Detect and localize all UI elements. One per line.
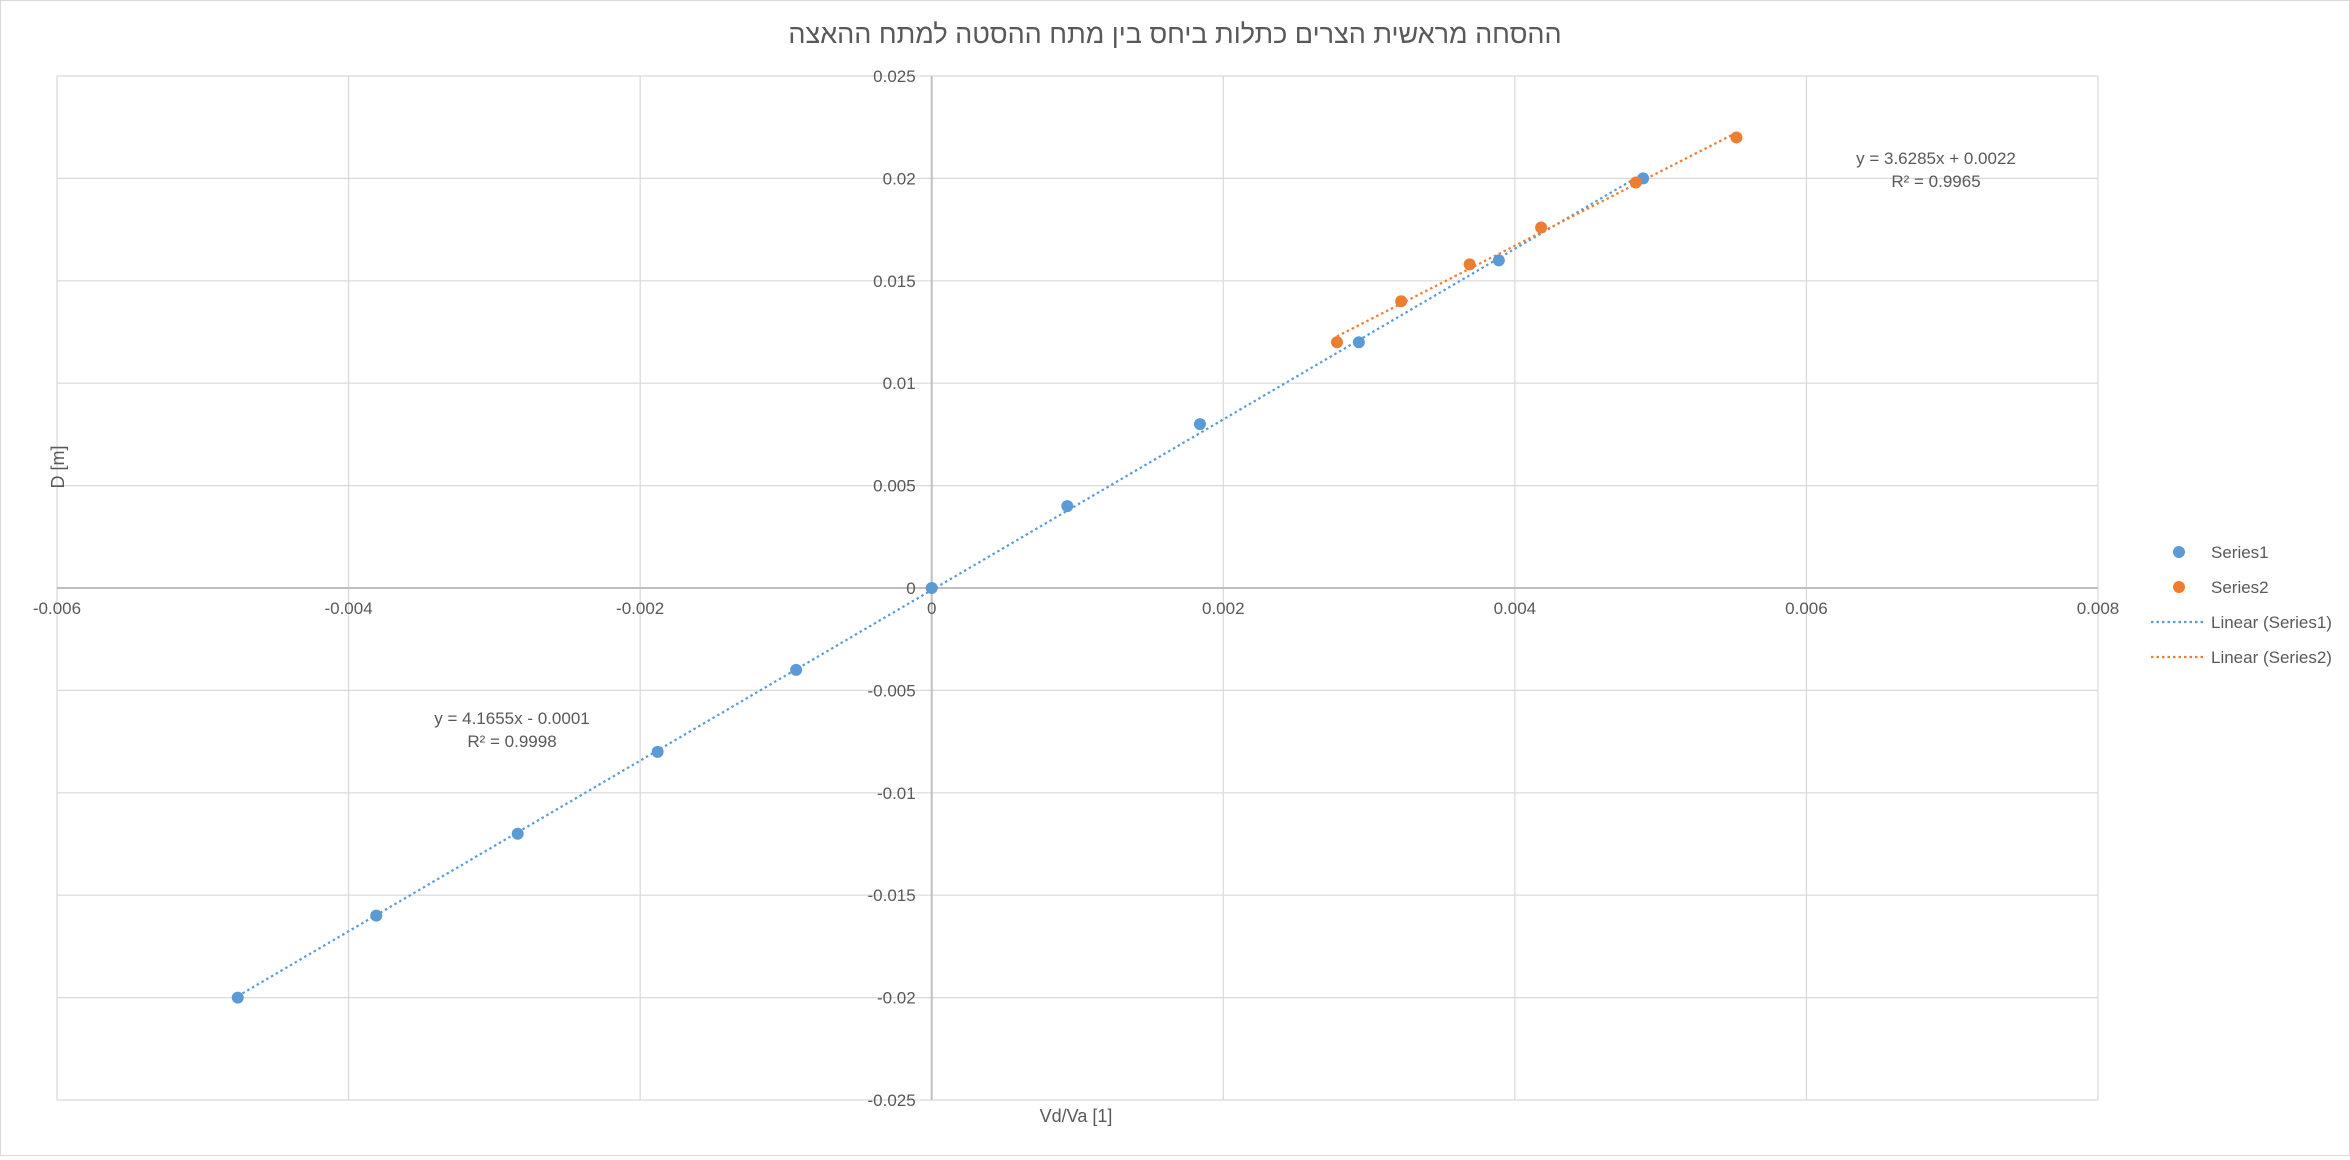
y-tick-label: -0.02 — [877, 989, 916, 1008]
point-series1 — [231, 991, 244, 1004]
legend-marker — [2173, 581, 2185, 593]
data-points — [231, 131, 1743, 1004]
x-tick-labels: -0.006 -0.004 -0.002 0 0.002 0.004 0.006 0.008 — [33, 599, 2119, 618]
point-series1 — [511, 827, 524, 840]
trendlines — [237, 131, 1737, 998]
x-tick-label: -0.006 — [33, 599, 81, 618]
x-tick-label: 0.006 — [1785, 599, 1828, 618]
y-tick-label: -0.015 — [868, 886, 916, 905]
trendline-series1 — [237, 172, 1644, 998]
legend-label: Series1 — [2211, 543, 2269, 562]
point-series2 — [1463, 258, 1476, 271]
legend: Series1 Series2 Linear (Series1) Linear (Se… — [2151, 543, 2332, 667]
point-series1 — [790, 663, 803, 676]
x-tick-label: 0.002 — [1202, 599, 1245, 618]
legend-marker — [2173, 546, 2185, 558]
trendline-r2-series2: R² = 0.9965 — [1891, 172, 1980, 191]
legend-label: Linear (Series2) — [2211, 648, 2332, 667]
trendline-equation-series2: y = 3.6285x + 0.0022 — [1856, 149, 2016, 168]
y-tick-label: 0.005 — [873, 477, 916, 496]
point-series1 — [925, 582, 938, 594]
x-tick-label: -0.004 — [324, 599, 372, 618]
y-tick-label: 0.01 — [883, 374, 916, 393]
point-series1 — [1352, 336, 1365, 349]
point-series2 — [1330, 336, 1343, 349]
trendline-equations: y = 4.1655x - 0.0001 R² = 0.9998 y = 3.6… — [434, 149, 2016, 751]
y-tick-labels: 0.025 0.02 0.015 0.01 0.005 0 -0.005 -0.01 -0.01… — [868, 67, 916, 1110]
point-series2 — [1535, 221, 1548, 234]
y-tick-label: 0 — [906, 579, 915, 598]
y-axis-title: D [m] — [48, 446, 68, 489]
axes — [57, 76, 2098, 1100]
point-series2 — [1629, 176, 1642, 189]
chart-title: ההסחה מראשית הצרים כתלות ביחס בין מתח הה… — [788, 19, 1561, 49]
x-tick-label: -0.002 — [616, 599, 664, 618]
y-tick-label: -0.01 — [877, 784, 916, 803]
x-tick-label: 0.004 — [1494, 599, 1537, 618]
point-series1 — [370, 909, 383, 922]
point-series2 — [1395, 295, 1408, 308]
legend-label: Linear (Series1) — [2211, 613, 2332, 632]
y-tick-label: 0.015 — [873, 272, 916, 291]
x-tick-label: 0.008 — [2077, 599, 2120, 618]
y-tick-label: -0.005 — [868, 681, 916, 700]
point-series1 — [1193, 418, 1206, 431]
point-series1 — [1061, 500, 1074, 513]
y-tick-label: 0.025 — [873, 67, 916, 86]
trendline-r2-series1: R² = 0.9998 — [467, 732, 556, 751]
y-tick-label: 0.02 — [883, 169, 916, 188]
legend-label: Series2 — [2211, 578, 2269, 597]
x-tick-label: 0 — [927, 599, 936, 618]
trendline-series2 — [1336, 131, 1737, 338]
point-series2 — [1730, 131, 1743, 144]
x-axis-title: Vd/Va [1] — [1040, 1106, 1113, 1126]
point-series1 — [651, 745, 664, 758]
trendline-equation-series1: y = 4.1655x - 0.0001 — [434, 709, 589, 728]
y-tick-label: -0.025 — [868, 1091, 916, 1110]
point-series1 — [1492, 254, 1505, 267]
